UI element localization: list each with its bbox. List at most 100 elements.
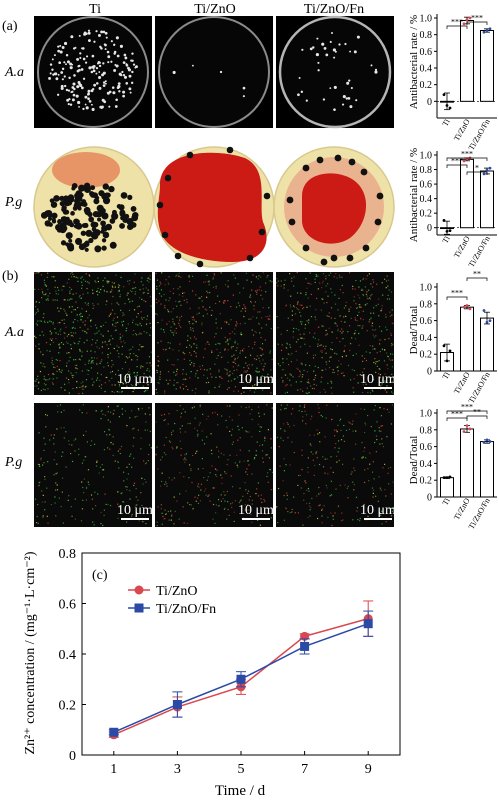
fluorescent-cell [240,350,242,352]
fluorescent-cell [326,458,328,460]
fluorescent-cell [309,515,311,517]
fluorescent-cell [361,288,363,290]
colony-dot [92,67,95,70]
fluorescent-cell [365,278,367,280]
fluorescent-cell [86,441,89,443]
fluorescent-cell [104,341,106,343]
fluorescent-cell [245,471,247,473]
fluorescent-cell [52,299,54,301]
y-tick-label: 0.8 [420,299,433,310]
fluorescent-cell [234,462,236,464]
fluorescent-cell [356,510,358,512]
fluorescent-cell [365,293,368,295]
fluorescent-cell [226,372,228,374]
colony-dot [59,50,63,54]
fluorescent-cell [170,326,172,328]
fluorescent-cell [199,422,201,424]
fluorescent-cell [169,379,171,381]
fluorescent-cell [119,376,121,378]
fluorescent-cell [169,441,172,443]
fluorescent-cell [38,343,40,345]
fluorescent-cell [362,371,364,373]
fluorescent-cell [129,490,131,492]
fluorescent-cell [55,332,57,334]
colony-dot [76,69,80,73]
fluorescent-cell [129,455,131,457]
fluorescent-cell [107,365,109,367]
fluorescent-cell [80,316,82,318]
fluorescent-cell [345,305,347,307]
fluorescent-cell [200,489,202,491]
fluorescent-cell [223,300,226,302]
fluorescent-cell [161,523,163,525]
fluorescent-cell [87,362,90,364]
colony-dot [123,53,127,57]
fluorescent-cell [360,289,363,291]
fluorescent-cell [283,284,285,286]
fluorescent-cell [84,324,86,326]
fluorescent-cell [182,506,184,508]
fluorescent-cell [163,331,165,333]
fluorescent-cell [248,406,250,408]
x-tick-label: 7 [301,762,308,777]
fluorescent-cell [63,322,65,325]
fluorescent-cell [74,332,77,334]
fluorescent-cell [252,385,254,387]
fluorescent-cell [299,405,301,407]
fluorescent-cell [83,492,85,494]
fluorescent-cell [119,382,121,384]
fluorescent-cell [83,459,85,461]
fluorescent-cell [295,341,298,343]
fluorescent-cell [321,349,323,352]
x-tick-label: Ti/ZnO [452,234,472,259]
colony-dot [107,55,111,59]
fluorescent-cell [111,285,114,287]
fluorescent-cell [61,455,63,457]
fluorescent-cell [377,500,379,502]
fluorescent-cell [209,368,211,370]
fluorescent-cell [353,378,355,380]
fluorescent-cell [322,298,324,300]
colony-dot [102,30,106,34]
fluorescent-cell [109,371,112,374]
fluorescent-cell [310,444,312,447]
fluorescent-cell [337,330,339,332]
fluorescent-cell [267,429,270,431]
fluorescent-cell [374,348,376,350]
fluorescent-cell [212,487,214,489]
colony-dot [125,64,129,67]
fluorescent-cell [68,443,71,446]
significance-label: * [475,164,479,173]
fluorescent-cell [193,336,196,338]
fluorescent-cell [118,506,120,508]
fluorescent-cell [62,343,65,345]
fluorescent-cell [349,325,351,327]
aa-plate-row [34,15,394,129]
fluorescent-cell [185,490,187,492]
fluorescent-cell [100,288,102,291]
fluorescent-cell [240,333,243,336]
fluorescent-cell [64,332,66,335]
fluorescent-cell [250,281,253,283]
fluorescent-cell [341,328,343,330]
fluorescent-cell [381,282,383,284]
fluorescent-cell [362,325,364,327]
fluorescent-cell [120,341,122,343]
fluorescent-cell [66,362,68,364]
colony-dot [72,93,76,97]
fluorescent-cell [148,356,151,358]
fluorescent-cell [109,352,112,354]
fluorescent-cell [68,392,71,394]
fluorescent-cell [169,347,171,349]
data-point [442,344,446,348]
colony-dot [90,185,96,191]
colony-dot [131,70,134,74]
fluorescent-cell [363,408,366,411]
colony-dot [129,91,132,94]
fluorescent-cell [117,517,119,519]
fluorescent-cell [140,365,142,367]
fluorescent-cell [256,441,258,443]
fluorescent-cell [37,375,39,377]
fluorescent-cell [224,300,226,302]
fluorescent-cell [359,374,361,376]
